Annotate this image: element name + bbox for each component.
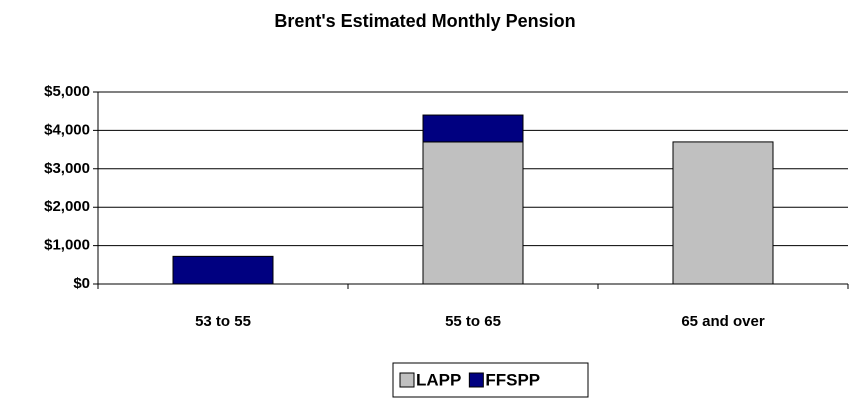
legend-label: FFSPP — [485, 370, 540, 389]
legend-label: LAPP — [416, 370, 461, 389]
y-tick-label: $3,000 — [44, 160, 90, 177]
y-tick-label: $2,000 — [44, 198, 90, 215]
x-tick-label: 65 and over — [681, 313, 765, 330]
legend-swatch — [468, 372, 484, 388]
bar-segment — [672, 141, 774, 285]
chart-title: Brent's Estimated Monthly Pension — [274, 11, 575, 31]
legend-box — [392, 362, 589, 398]
legend-swatch — [399, 372, 415, 388]
bar-segment — [172, 255, 274, 285]
bar-segment — [422, 114, 524, 143]
y-tick-label: $1,000 — [44, 237, 90, 254]
x-tick-label: 55 to 65 — [445, 313, 501, 330]
y-tick-label: $4,000 — [44, 121, 90, 138]
x-tick-label: 53 to 55 — [195, 313, 251, 330]
y-tick-label: $5,000 — [44, 83, 90, 100]
bar-segment — [422, 141, 524, 285]
y-tick-label: $0 — [73, 275, 90, 292]
